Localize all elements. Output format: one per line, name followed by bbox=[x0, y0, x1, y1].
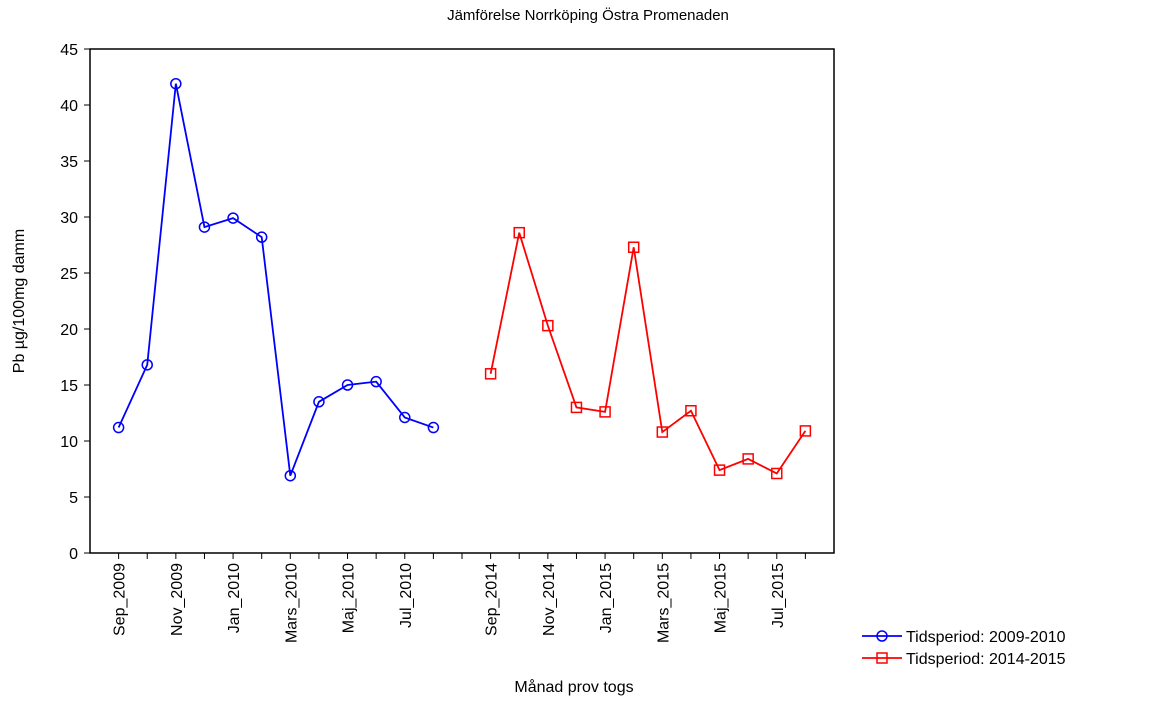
data-point bbox=[313, 396, 325, 408]
data-point bbox=[427, 421, 440, 434]
y-tick-label: 35 bbox=[60, 154, 78, 171]
y-tick-label: 20 bbox=[60, 322, 78, 339]
x-tick-label: Jul_2015 bbox=[770, 563, 787, 628]
data-point bbox=[370, 375, 382, 388]
plot-frame bbox=[89, 48, 835, 554]
data-point bbox=[570, 401, 583, 414]
data-point bbox=[513, 226, 525, 239]
legend-label: Tidsperiod: 2014-2015 bbox=[906, 651, 1066, 668]
x-tick-label: Mars_2010 bbox=[283, 563, 300, 643]
y-tick-label: 40 bbox=[60, 98, 78, 115]
data-point bbox=[742, 453, 754, 465]
data-point bbox=[170, 77, 182, 90]
y-axis-label: Pb µg/100mg damm bbox=[11, 229, 28, 373]
x-tick-label: Sep_2009 bbox=[112, 563, 129, 636]
data-point bbox=[341, 379, 354, 391]
x-tick-label: Jul_2010 bbox=[398, 563, 415, 628]
data-point bbox=[399, 411, 411, 424]
data-point bbox=[112, 421, 125, 434]
x-tick-label: Mars_2015 bbox=[655, 563, 672, 643]
chart-title: Jämförelse Norrköping Östra Promenaden bbox=[447, 6, 729, 24]
series-line bbox=[117, 83, 434, 477]
legend-marker bbox=[876, 630, 888, 642]
x-tick-label: Maj_2015 bbox=[713, 563, 730, 633]
legend-marker bbox=[876, 652, 888, 664]
data-point bbox=[685, 405, 697, 417]
data-point bbox=[198, 221, 211, 233]
data-point bbox=[627, 241, 640, 253]
data-point bbox=[284, 469, 297, 482]
x-axis-label: Månad prov togs bbox=[514, 678, 633, 696]
y-tick-label: 5 bbox=[69, 490, 78, 507]
y-tick-label: 15 bbox=[60, 378, 78, 395]
y-tick-label: 25 bbox=[60, 266, 78, 283]
data-point bbox=[599, 406, 611, 418]
data-point bbox=[484, 368, 497, 380]
data-point bbox=[713, 464, 726, 476]
x-tick-label: Nov_2014 bbox=[541, 563, 558, 636]
data-point bbox=[542, 319, 554, 332]
y-tick-label: 0 bbox=[69, 546, 78, 563]
data-point bbox=[799, 425, 812, 437]
legend-label: Tidsperiod: 2009-2010 bbox=[906, 629, 1066, 646]
x-tick-label: Maj_2010 bbox=[341, 563, 358, 633]
data-point bbox=[771, 467, 783, 480]
x-tick-label: Jan_2010 bbox=[226, 563, 243, 633]
y-tick-label: 10 bbox=[60, 434, 78, 451]
series-line bbox=[489, 232, 807, 475]
data-point bbox=[141, 359, 153, 371]
x-tick-label: Nov_2009 bbox=[169, 563, 186, 636]
data-point bbox=[656, 426, 669, 438]
data-point bbox=[255, 231, 268, 243]
y-tick-label: 30 bbox=[60, 210, 78, 227]
x-tick-label: Jan_2015 bbox=[598, 563, 615, 633]
data-point bbox=[227, 212, 239, 224]
y-tick-label: 45 bbox=[60, 42, 78, 59]
x-tick-label: Sep_2014 bbox=[484, 563, 501, 636]
